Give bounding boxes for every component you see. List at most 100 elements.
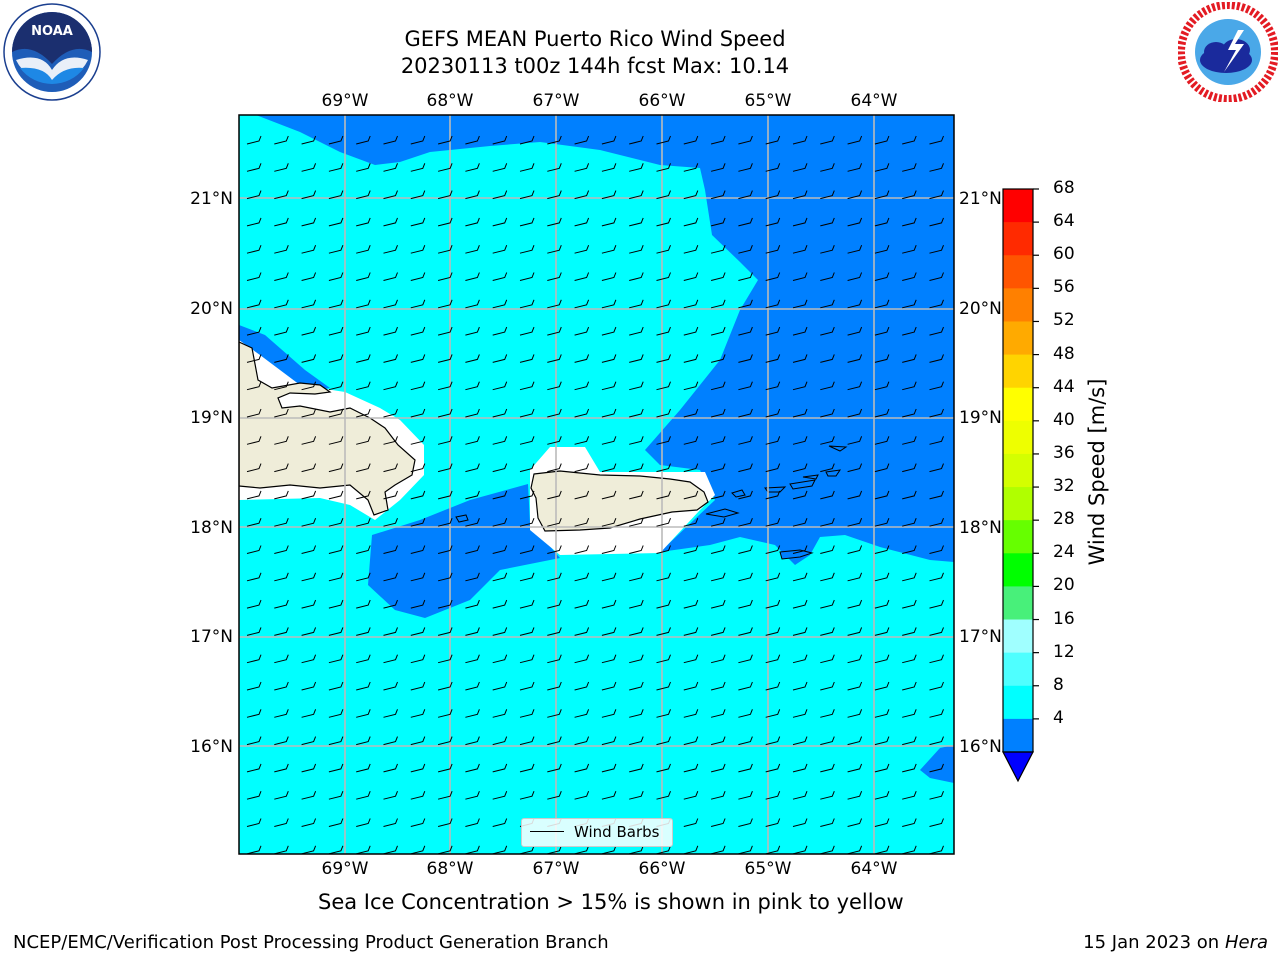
wind-barb xyxy=(356,545,371,554)
wind-barb xyxy=(847,736,863,746)
wind-barb xyxy=(710,381,726,391)
wind-barb xyxy=(547,709,562,718)
wind-barb xyxy=(601,791,617,800)
lat-tick-right: 21°N xyxy=(959,189,1002,209)
wind-barb xyxy=(902,791,917,800)
wind-barb xyxy=(492,381,508,391)
wind-barb xyxy=(574,736,590,746)
wind-barb xyxy=(847,381,863,391)
wind-barb xyxy=(328,818,344,827)
wind-barb xyxy=(574,763,590,773)
lon-tick-top: 67°W xyxy=(533,91,580,111)
wind-barb xyxy=(574,627,590,636)
wind-barb xyxy=(274,545,289,554)
colorbar-label: 60 xyxy=(1053,244,1075,265)
wind-barb xyxy=(738,709,753,718)
lon-tick-top: 65°W xyxy=(745,91,792,111)
wind-barb xyxy=(847,818,863,827)
wind-barb xyxy=(683,381,699,391)
wind-barb xyxy=(792,163,808,172)
legend-label: Wind Barbs xyxy=(574,823,660,841)
wind-barb xyxy=(356,408,371,418)
wind-barb xyxy=(301,354,317,363)
wind-barb xyxy=(738,518,753,527)
wind-barb xyxy=(847,135,863,145)
wind-barb xyxy=(574,354,590,363)
wind-barb xyxy=(874,545,890,554)
lat-tick-left: 16°N xyxy=(190,737,233,757)
wind-barb xyxy=(465,436,480,445)
wind-barbs-legend: Wind Barbs xyxy=(521,818,673,847)
wind-barb xyxy=(301,381,317,391)
wind-barb xyxy=(437,818,453,827)
wind-barb xyxy=(902,736,917,746)
wind-barb xyxy=(274,518,289,527)
footer-date: 15 Jan 2023 on Hera xyxy=(1083,932,1268,953)
wind-barb xyxy=(356,135,371,145)
wind-barb xyxy=(328,436,344,445)
wind-barb xyxy=(437,326,453,336)
wind-barb xyxy=(601,217,617,227)
wind-barb xyxy=(847,490,863,500)
wind-barb xyxy=(547,326,562,336)
wind-barb xyxy=(465,354,480,363)
wind-barb xyxy=(246,326,262,336)
wind-barb xyxy=(683,818,699,827)
colorbar-band xyxy=(1003,387,1033,422)
wind-barb xyxy=(492,163,508,172)
lat-tick-right: 19°N xyxy=(959,408,1002,428)
wind-barb xyxy=(519,245,535,254)
wind-barb xyxy=(902,135,917,145)
wind-barb xyxy=(820,463,835,473)
wind-barb xyxy=(738,354,753,363)
wind-barb xyxy=(902,436,917,445)
wind-barb xyxy=(301,545,317,554)
wind-barb xyxy=(710,272,726,281)
wind-barb xyxy=(437,436,453,445)
wind-barb xyxy=(874,354,890,363)
wind-barb xyxy=(902,354,917,363)
wind-barb xyxy=(547,272,562,281)
wind-barb xyxy=(874,381,890,391)
wind-barb xyxy=(874,163,890,172)
colorbar-label: 44 xyxy=(1053,376,1075,397)
wind-barb xyxy=(820,245,835,254)
wind-barb xyxy=(301,681,317,691)
wind-barb xyxy=(629,463,644,473)
wind-barb xyxy=(847,326,863,336)
wind-barb xyxy=(792,654,808,664)
wind-barb xyxy=(738,463,753,473)
wind-barb xyxy=(656,681,671,691)
wind-barb xyxy=(874,299,890,309)
footer-system: Hera xyxy=(1224,932,1268,953)
wind-barb xyxy=(710,135,726,145)
wind-barb xyxy=(383,272,398,281)
wind-barb xyxy=(847,245,863,254)
wind-barb xyxy=(765,135,781,145)
wind-barb xyxy=(410,791,426,800)
wind-barb xyxy=(902,245,917,254)
wind-barb xyxy=(246,463,262,473)
wind-barb xyxy=(465,299,480,309)
wind-barb xyxy=(492,490,508,500)
wind-barb xyxy=(301,463,317,473)
wind-barb xyxy=(246,163,262,172)
colorbar-title: Wind Speed [m/s] xyxy=(1085,378,1109,566)
wind-barb xyxy=(792,791,808,800)
wind-barb xyxy=(383,681,398,691)
wind-barb xyxy=(547,354,562,363)
wind-barb xyxy=(738,163,753,172)
wind-barb xyxy=(683,408,699,418)
colorbar-label: 28 xyxy=(1053,509,1075,530)
wind-barb xyxy=(683,436,699,445)
wind-barb xyxy=(874,818,890,827)
wind-barb xyxy=(301,408,317,418)
lat-tick-left: 21°N xyxy=(190,189,233,209)
wind-barb xyxy=(246,135,262,145)
puerto-rico-land xyxy=(530,470,709,532)
wind-barb xyxy=(820,163,835,172)
wind-barb xyxy=(274,272,289,281)
wind-barb xyxy=(738,545,753,554)
wind-barb xyxy=(519,681,535,691)
wind-barb xyxy=(601,436,617,445)
